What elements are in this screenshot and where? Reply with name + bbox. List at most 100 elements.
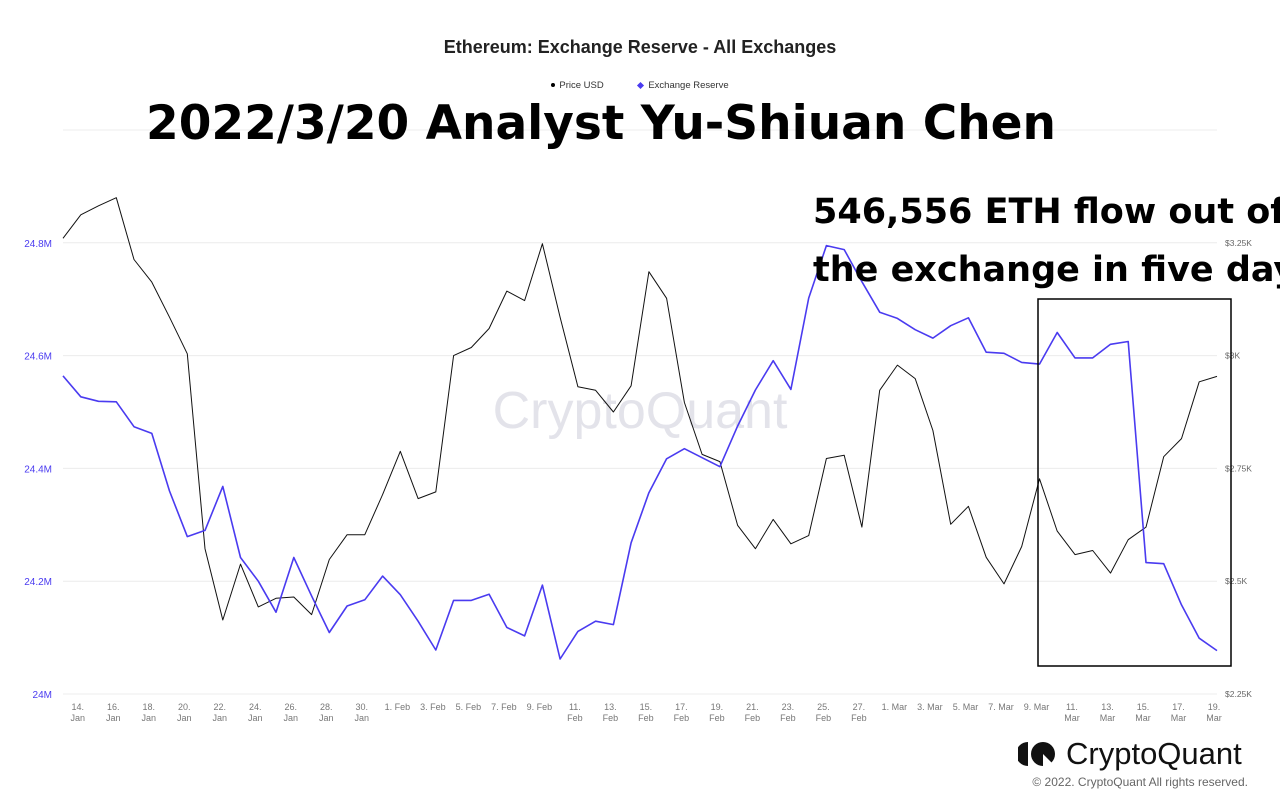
x-tick-day: 22. [214,702,227,712]
highlight-box [1037,298,1232,667]
legend-item-price[interactable]: Price USD [551,80,604,91]
exchange-reserve-point [878,311,881,314]
exchange-reserve-point [488,593,491,596]
x-tick-label: 13. Feb [603,702,619,723]
exchange-reserve-point [985,351,988,354]
x-tick-month: Mar [1171,713,1187,723]
price-usd-point [1091,549,1094,552]
x-tick-month: Feb [638,713,654,723]
y-axis-right: $2.25K $2.5K $2.75K $3K $3.25K [1225,238,1252,699]
price-usd-point [1144,526,1147,529]
price-usd-point [772,518,775,521]
exchange-reserve-point [275,611,278,614]
exchange-reserve-point [186,535,189,538]
price-usd-point [1180,437,1183,440]
exchange-reserve-point [736,425,739,428]
price-usd-point [523,299,526,302]
price-usd-point [150,281,153,284]
x-tick-month: Feb [851,713,867,723]
x-tick-month: Jan [248,713,263,723]
x-tick-label: 21. Feb [745,702,761,723]
x-tick-day: 17. [675,702,688,712]
exchange-reserve-point [701,456,704,459]
exchange-reserve-point [1180,603,1183,606]
x-tick-day: 24. [249,702,262,712]
x-tick-day: 30. [356,702,369,712]
exchange-reserve-point [896,317,899,320]
x-tick-day: 18. [143,702,156,712]
copyright: © 2022. CryptoQuant All rights reserved. [1032,775,1248,789]
price-usd-point [807,534,810,537]
x-tick-label: 3. Mar [917,702,943,712]
x-tick-day: 7. Feb [491,702,517,712]
exchange-reserve-point [328,631,331,634]
price-usd-point [381,493,384,496]
chart-title: Ethereum: Exchange Reserve - All Exchang… [443,37,837,57]
price-usd-point [97,204,100,207]
x-tick-day: 27. [853,702,866,712]
x-tick-day: 25. [817,702,830,712]
price-usd-point [843,454,846,457]
price-usd-point [1020,545,1023,548]
price-usd-point [914,377,917,380]
exchange-reserve-line [62,244,1218,660]
exchange-reserve-point [1162,562,1165,565]
x-tick-label: 20. Jan [177,702,192,723]
exchange-reserve-point [470,599,473,602]
exchange-reserve-point [1020,361,1023,364]
x-tick-label: 19. Mar [1206,702,1222,723]
legend-diamond-icon [637,81,645,90]
x-tick-day: 20. [178,702,191,712]
price-usd-point [363,533,366,536]
exchange-reserve-point [949,324,952,327]
x-tick-day: 1. Feb [385,702,411,712]
x-tick-label: 9. Mar [1024,702,1050,712]
x-tick-month: Jan [284,713,299,723]
price-usd-point [1127,538,1130,541]
x-tick-label: 13. Mar [1100,702,1116,723]
x-tick-month: Feb [567,713,583,723]
x-tick-label: 3. Feb [420,702,446,712]
y-right-tick-label: $3K [1225,351,1240,361]
y-right-tick-label: $3.25K [1225,238,1252,248]
exchange-reserve-point [1109,343,1112,346]
legend-item-reserve[interactable]: Exchange Reserve [637,80,729,91]
exchange-reserve-point [1144,561,1147,564]
x-tick-day: 19. [711,702,724,712]
x-tick-label: 7. Feb [491,702,517,712]
price-usd-point [878,389,881,392]
x-tick-day: 11. [569,702,581,712]
price-usd-point [346,533,349,536]
price-usd-point [488,327,491,330]
price-usd-point [559,316,562,319]
exchange-reserve-point [204,529,207,532]
x-tick-label: 5. Feb [456,702,482,712]
exchange-reserve-point [292,556,295,559]
x-tick-day: 9. Feb [527,702,553,712]
price-usd-point [541,242,544,245]
x-tick-day: 15. [1137,702,1150,712]
x-tick-month: Jan [355,713,370,723]
price-usd-point [434,490,437,493]
exchange-reserve-point [257,580,260,583]
price-usd-point [62,237,65,240]
x-tick-label: 9. Feb [527,702,553,712]
price-usd-point [79,213,82,216]
x-tick-day: 7. Mar [988,702,1014,712]
x-tick-month: Jan [213,713,228,723]
callout-annotation: 546,556 ETH flow out of the exchange in … [813,183,1280,299]
exchange-reserve-point [168,489,171,492]
price-usd-point [665,297,668,300]
price-usd-point [1109,572,1112,575]
exchange-reserve-point [1002,352,1005,355]
callout-line: 546,556 ETH flow out of [813,192,1280,232]
price-usd-point [594,389,597,392]
exchange-reserve-point [1216,649,1219,652]
x-tick-month: Feb [745,713,761,723]
exchange-reserve-point [1127,340,1130,343]
y-left-tick-label: 24.2M [24,577,52,588]
price-usd-line [62,197,1218,621]
x-tick-label: 28. Jan [319,702,334,723]
cryptoquant-logo-icon [1018,742,1055,766]
